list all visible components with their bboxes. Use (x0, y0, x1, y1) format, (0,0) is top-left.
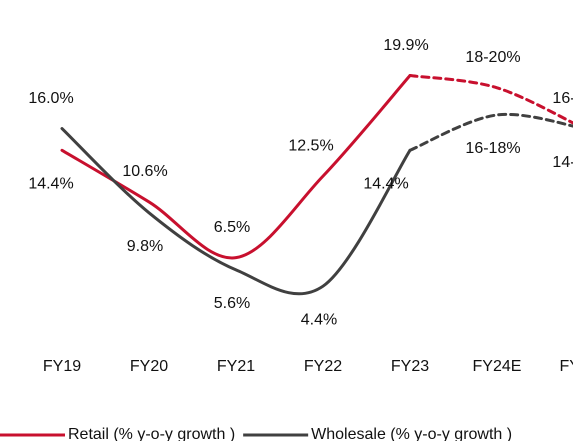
data-label: 16-18% (552, 90, 573, 107)
data-label: 10.6% (122, 163, 167, 180)
data-label: 5.6% (214, 295, 250, 312)
x-tick-label: FY20 (130, 358, 168, 375)
legend-label: Retail (% y-o-y growth ) (68, 426, 235, 441)
x-tick-label: FY24E (473, 358, 522, 375)
data-label: 19.9% (383, 37, 428, 54)
data-label: 12.5% (288, 137, 333, 154)
data-label: 14.4% (28, 176, 73, 193)
data-label: 16-18% (465, 140, 520, 157)
data-label: 18-20% (465, 49, 520, 66)
data-label: 14-16% (552, 154, 573, 171)
data-label: 4.4% (301, 311, 337, 328)
data-label: 14.4% (363, 176, 408, 193)
x-tick-label: FY19 (43, 358, 81, 375)
x-tick-label: FY25E (560, 358, 573, 375)
series-line (408, 112, 573, 152)
x-tick-label: FY23 (391, 358, 429, 375)
series-line (408, 74, 573, 125)
data-label: 16.0% (28, 90, 73, 107)
series-line (60, 74, 412, 260)
data-label: 9.8% (127, 238, 163, 255)
x-tick-label: FY22 (304, 358, 342, 375)
legend-label: Wholesale (% y-o-y growth ) (311, 426, 512, 441)
x-tick-label: FY21 (217, 358, 255, 375)
series-line (60, 127, 412, 296)
data-label: 6.5% (214, 219, 250, 236)
